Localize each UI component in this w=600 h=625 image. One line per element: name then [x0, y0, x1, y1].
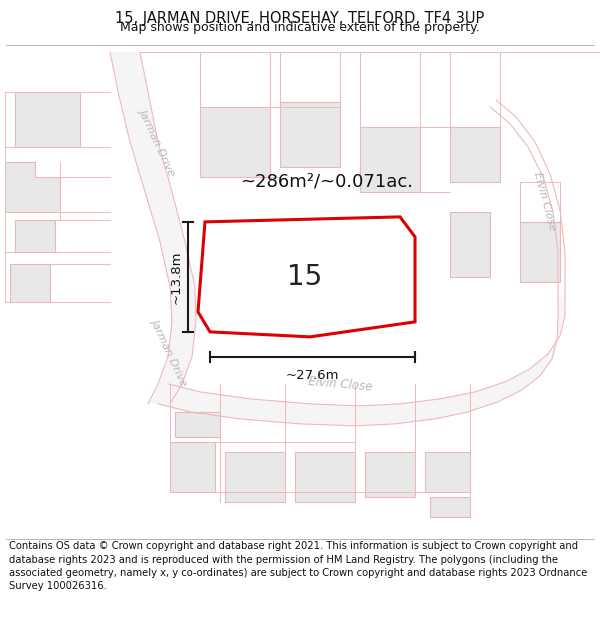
Text: ~27.6m: ~27.6m — [286, 369, 339, 382]
Text: Elvin Close: Elvin Close — [307, 374, 373, 393]
Polygon shape — [15, 92, 80, 147]
Polygon shape — [10, 264, 50, 302]
Polygon shape — [450, 127, 500, 182]
Text: Jarman Drive: Jarman Drive — [150, 317, 190, 387]
Text: Jarman Drive: Jarman Drive — [138, 107, 178, 177]
Text: ~13.8m: ~13.8m — [170, 250, 182, 304]
Text: 15: 15 — [287, 263, 323, 291]
Polygon shape — [225, 452, 285, 502]
Polygon shape — [425, 452, 470, 492]
Polygon shape — [200, 107, 270, 177]
Polygon shape — [365, 452, 415, 497]
Polygon shape — [360, 127, 420, 192]
Text: Map shows position and indicative extent of the property.: Map shows position and indicative extent… — [120, 21, 480, 34]
Polygon shape — [295, 452, 355, 502]
Text: Elvin Close: Elvin Close — [532, 171, 557, 232]
Polygon shape — [158, 297, 565, 426]
Polygon shape — [520, 222, 560, 282]
Polygon shape — [15, 220, 55, 252]
Text: Contains OS data © Crown copyright and database right 2021. This information is : Contains OS data © Crown copyright and d… — [9, 541, 587, 591]
Polygon shape — [430, 497, 470, 517]
Polygon shape — [280, 102, 340, 167]
Polygon shape — [170, 442, 215, 492]
Polygon shape — [175, 412, 220, 437]
Text: 15, JARMAN DRIVE, HORSEHAY, TELFORD, TF4 3UP: 15, JARMAN DRIVE, HORSEHAY, TELFORD, TF4… — [115, 11, 485, 26]
Polygon shape — [110, 52, 196, 404]
Polygon shape — [198, 217, 415, 337]
Text: ~286m²/~0.071ac.: ~286m²/~0.071ac. — [240, 173, 413, 191]
Polygon shape — [5, 162, 60, 212]
Polygon shape — [450, 212, 490, 277]
